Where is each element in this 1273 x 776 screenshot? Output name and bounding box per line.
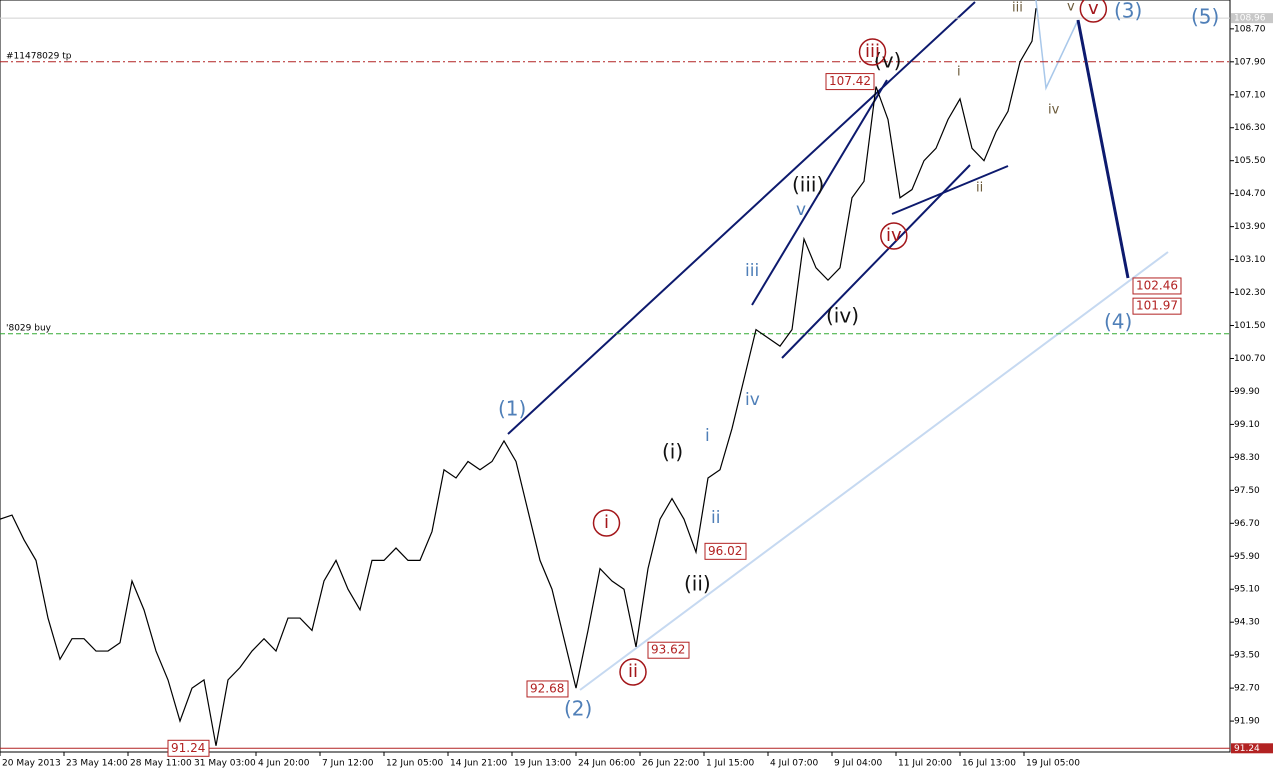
wave-label: ii [711,508,720,528]
level-label: #11478029 tp [6,51,72,61]
y-tick-label: 95.10 [1234,585,1260,595]
x-tick-label: 19 Jul 05:00 [1026,759,1080,769]
wave-label: i [705,426,710,446]
x-tick-label: 28 May 11:00 [130,759,192,769]
price-box [526,680,569,698]
wave-label: ii [628,661,638,682]
wave-label: (3) [1114,0,1142,23]
price-box-label: 101.97 [1136,299,1178,313]
wave-label: (v) [874,49,901,73]
y-tick-label: 92.70 [1234,684,1260,694]
price-box-label: 96.02 [708,544,742,558]
y-tick-label: 100.70 [1234,354,1266,364]
price-box-label: 91.24 [171,741,205,755]
y-tick-label: 96.70 [1234,519,1260,529]
x-tick-label: 26 Jun 22:00 [642,759,699,769]
price-box-label: 102.46 [1136,278,1178,292]
x-tick-label: 4 Jun 20:00 [258,759,310,769]
y-tick-label: 103.10 [1234,255,1266,265]
y-tick-label: 108.70 [1234,24,1266,34]
price-box [1132,297,1182,315]
x-tick-label: 31 May 03:00 [194,759,256,769]
x-tick-label: 24 Jun 06:00 [578,759,635,769]
axis-tag-label: 91.24 [1234,744,1260,754]
axis-tag-label: 108.96 [1234,14,1266,24]
y-tick-label: 107.10 [1234,90,1266,100]
price-box-label: 107.42 [829,74,871,88]
x-tick-label: 1 Jul 15:00 [706,759,755,769]
x-tick-label: 11 Jul 20:00 [898,759,952,769]
x-tick-label: 9 Jul 04:00 [834,759,883,769]
x-tick-label: 12 Jun 05:00 [386,759,443,769]
wave-label: iv [745,390,760,410]
y-tick-label: 103.90 [1234,222,1266,232]
price-box-label: 93.62 [651,643,685,657]
trend-line [507,1,976,435]
wave-label: (ii) [684,572,711,596]
y-tick-label: 99.90 [1234,387,1260,397]
price-line [0,8,1037,746]
axis-tag [1231,13,1273,24]
trend-line [781,164,971,359]
wave-label: iii [1012,1,1023,16]
y-tick-label: 97.50 [1234,486,1260,496]
wave-label: (4) [1104,310,1132,334]
wave-label: iv [1048,103,1060,118]
wave-label: v [1067,0,1075,15]
y-tick-label: 104.70 [1234,189,1266,199]
wave-label: i [604,512,609,533]
y-tick-label: 93.50 [1234,651,1260,661]
y-tick-label: 101.50 [1234,321,1266,331]
wave-label: (iv) [826,304,859,328]
wave-circle [619,658,647,686]
price-box [1132,277,1182,295]
y-tick-label: 91.90 [1234,717,1260,727]
y-tick-label: 98.30 [1234,453,1260,463]
wave-label: v [1088,0,1099,19]
x-tick-label: 7 Jun 12:00 [322,759,374,769]
price-box [704,542,747,560]
price-box [647,641,690,659]
x-tick-label: 4 Jul 07:00 [770,759,819,769]
level-label: '8029 buy [6,323,52,333]
wave-circle [880,222,908,250]
wave-label: iii [865,41,880,62]
y-tick-label: 107.90 [1234,57,1266,67]
wave-label: (iii) [792,173,824,197]
y-tick-label: 106.30 [1234,123,1266,133]
price-box [825,73,875,91]
price-box [167,739,210,757]
wave-circle [858,38,887,66]
y-tick-label: 105.50 [1234,156,1266,166]
wave-label: iii [745,261,759,281]
y-tick-label: 95.90 [1234,552,1260,562]
wave-label: (2) [564,697,592,721]
y-tick-label: 102.30 [1234,288,1266,298]
wave-label: (1) [498,397,526,421]
wave-label: iv [886,225,902,246]
axis-tag [1231,743,1273,754]
wave-label: v [796,200,806,220]
y-tick-label: 99.10 [1234,420,1260,430]
wave-label: (i) [662,440,683,464]
x-tick-label: 19 Jun 13:00 [514,759,571,769]
wave-label: (5) [1191,5,1219,29]
x-tick-label: 16 Jul 13:00 [962,759,1016,769]
wave-circle [592,509,621,537]
trend-line [751,79,888,306]
wave-label: ii [976,181,983,196]
x-tick-label: 14 Jun 21:00 [450,759,507,769]
channel-line [579,251,1169,691]
price-box-label: 92.68 [530,681,564,695]
x-tick-label: 23 May 14:00 [66,759,128,769]
projection [1035,0,1079,91]
wave-label: i [957,65,961,80]
projection [1076,19,1130,279]
y-tick-label: 94.30 [1234,618,1260,628]
plot-frame [0,0,1231,753]
wave-circle [1079,0,1108,23]
x-tick-label: 20 May 2013 [2,759,61,769]
trend-line [891,165,1009,215]
